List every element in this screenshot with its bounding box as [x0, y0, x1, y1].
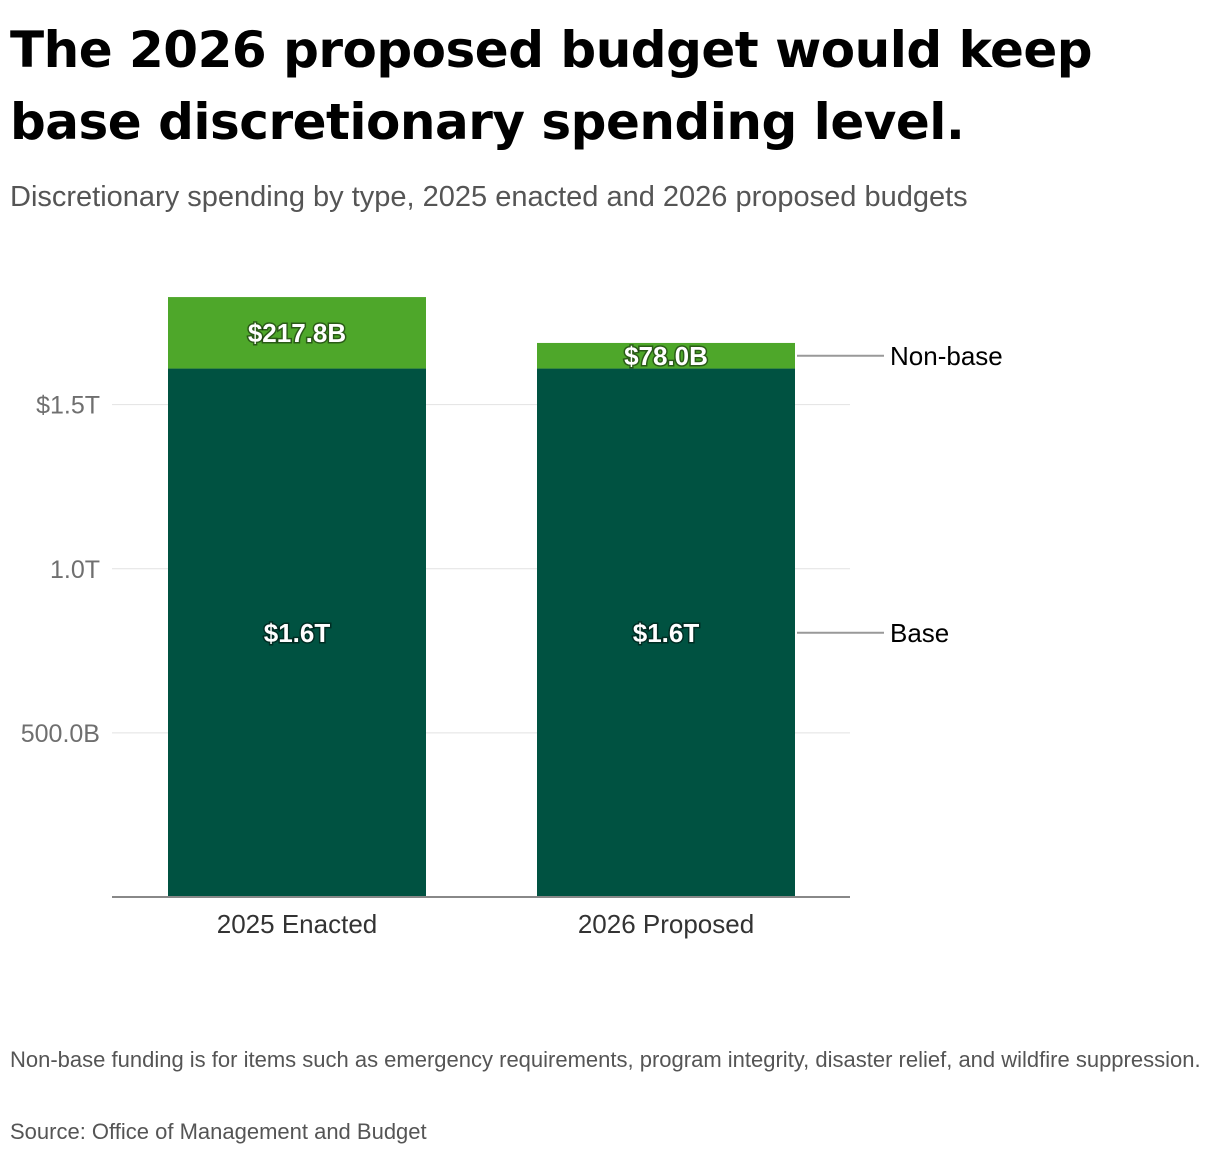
bar-segment-base: [537, 368, 795, 898]
y-tick-label: 500.0B: [21, 720, 100, 748]
series-label-non-base: Non-base: [890, 341, 1003, 371]
x-category-label: 2026 Proposed: [578, 909, 754, 939]
x-category-label: 2025 Enacted: [217, 909, 377, 939]
bars: [168, 297, 795, 898]
chart-subtitle: Discretionary spending by type, 2025 ena…: [10, 181, 968, 213]
chart-source: Source: Office of Management and Budget: [10, 1119, 427, 1144]
bar-segment-non-base: [168, 297, 426, 369]
data-label-base: $1.6T: [633, 618, 700, 648]
y-axis-ticks: 500.0B 1.0T $1.5T: [21, 392, 100, 748]
series-label-base: Base: [890, 618, 949, 648]
stacked-bar-chart: 500.0B1.0T$1.5T $1.6T$217.8B$1.6T$78.0B …: [21, 297, 1003, 939]
y-tick-label: 1.0T: [50, 556, 100, 584]
data-label-non-base: $78.0B: [624, 341, 708, 371]
chart-footnote: Non-base funding is for items such as em…: [10, 1047, 1201, 1072]
bar-segment-labels: $1.6T $217.8B $1.6T $78.0B: [246, 316, 709, 649]
chart-title: The 2026 proposed budget would keep base…: [10, 21, 1093, 151]
bar-segment-base: [168, 368, 426, 898]
bar-segment-non-base: [537, 342, 795, 369]
y-tick-label: $1.5T: [36, 392, 100, 420]
series-direct-labels: Base Non-base: [797, 341, 1003, 648]
x-axis-category-labels: 2025 Enacted 2026 Proposed: [217, 909, 754, 939]
data-label-non-base: $217.8B: [248, 318, 346, 348]
data-label-base: $1.6T: [264, 618, 331, 648]
